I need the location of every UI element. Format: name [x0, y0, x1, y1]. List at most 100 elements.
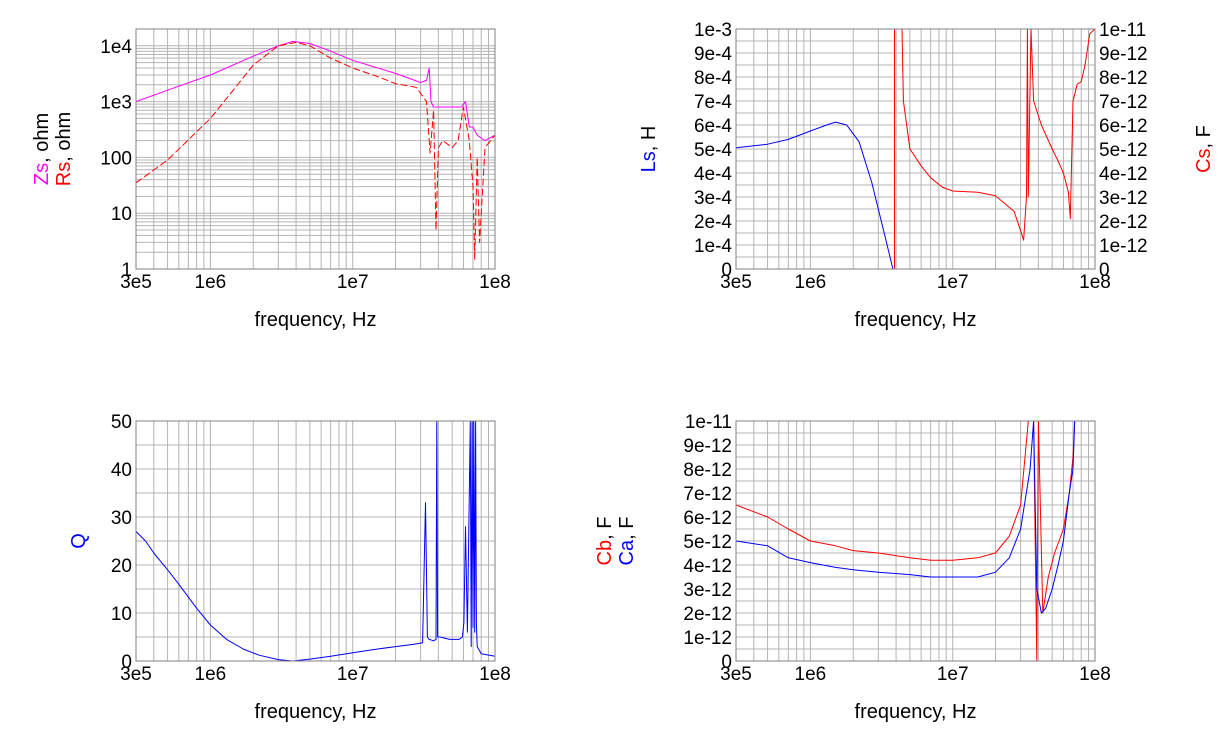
x-tick-label: 3e5 — [120, 272, 152, 293]
y-tick-label: 2e-12 — [683, 604, 732, 625]
impedance-chart: 3e5 1e6 1e7 1e8 frequency, Hz 1 10 100 1e3 1e4 Zs,… — [31, 28, 511, 331]
y2-tick-label: 5e-12 — [1099, 140, 1148, 161]
x-tick-label: 1e7 — [337, 664, 369, 685]
y-tick-label: 1 — [121, 260, 132, 281]
quality-factor-chart: 3e5 1e6 1e7 1e8 frequency, Hz 0 10 20 30 40 50 Q — [68, 412, 511, 723]
x-tick-label: 1e8 — [479, 664, 511, 685]
y-tick-label: 9e-4 — [694, 44, 732, 65]
y-tick-label: 1e-3 — [694, 20, 732, 41]
y2-axis-title: Cs, F — [1193, 125, 1215, 173]
y-tick-label: 10 — [111, 204, 132, 225]
x-tick-label: 1e7 — [937, 664, 969, 685]
y-tick-label: 2e-4 — [694, 212, 732, 233]
y2-axis-title-name: Cs — [1193, 148, 1215, 172]
grid — [135, 420, 496, 662]
y-tick-label: 8e-4 — [694, 68, 732, 89]
plot-frame — [135, 28, 496, 270]
y-axis-title: Ls, H — [638, 126, 660, 173]
x-tick-label: 3e5 — [720, 272, 752, 293]
series-line-q — [136, 421, 495, 661]
y2-tick-label: 1e-12 — [1099, 236, 1148, 257]
x-tick-label: 1e6 — [795, 664, 827, 685]
y-tick-label: 20 — [111, 556, 132, 577]
y-axis-title-name: Cb — [594, 540, 616, 566]
y-axis-title-unit: , F — [594, 517, 616, 540]
series-line-ls — [736, 121, 894, 269]
y-axis-title-unit: , F — [616, 517, 638, 540]
y2-tick-label: 4e-12 — [1099, 164, 1148, 185]
series-group — [136, 421, 495, 661]
y-tick-label: 4e-12 — [683, 556, 732, 577]
series-line-cb — [736, 421, 1076, 661]
x-tick-label: 3e5 — [720, 664, 752, 685]
y-tick-label: 6e-12 — [683, 508, 732, 529]
y-tick-label: 8e-12 — [683, 460, 732, 481]
series-line-zs — [136, 40, 495, 142]
x-tick-label: 3e5 — [120, 664, 152, 685]
grid — [735, 28, 1096, 270]
y-tick-label: 1e3 — [100, 93, 132, 114]
plot-frame — [735, 420, 1096, 662]
plot-frame — [735, 28, 1096, 270]
y-tick-label: 0 — [721, 652, 732, 673]
x-axis-title: frequency, Hz — [255, 701, 377, 723]
y-axis-title-unit: , ohm — [53, 112, 75, 162]
y-axis-title-name: Zs — [31, 163, 53, 185]
y-tick-label: 7e-12 — [683, 484, 732, 505]
y-axis-title-unit: , H — [638, 126, 660, 152]
series-group — [736, 421, 1076, 661]
y-tick-label: 100 — [100, 148, 132, 169]
plot-area — [136, 29, 495, 269]
inductance-chart: 3e5 1e6 1e7 1e8 frequency, Hz 0 1e-4 2e-4 3e-4 4e… — [638, 20, 1215, 331]
y-axis-title: Q — [68, 533, 90, 549]
y-tick-label: 6e-4 — [694, 116, 732, 137]
x-tick-label: 1e6 — [195, 272, 227, 293]
y-axis-title-name: Rs — [53, 162, 75, 186]
x-tick-label: 1e8 — [479, 272, 511, 293]
y-tick-label: 50 — [111, 412, 132, 433]
y2-axis-title-unit: , F — [1193, 125, 1215, 148]
y2-tick-label: 2e-12 — [1099, 212, 1148, 233]
y-tick-label: 1e4 — [100, 37, 132, 58]
y-axis-title: Rs, ohm — [53, 112, 75, 186]
y-tick-label: 40 — [111, 460, 132, 481]
x-axis-title: frequency, Hz — [855, 309, 977, 331]
x-tick-label: 1e7 — [337, 272, 369, 293]
y-tick-label: 5e-4 — [694, 140, 732, 161]
plot-frame — [135, 420, 496, 662]
x-tick-label: 1e6 — [795, 272, 827, 293]
y-tick-label: 3e-4 — [694, 188, 732, 209]
series-line-ca — [736, 421, 1076, 614]
y2-tick-label: 8e-12 — [1099, 68, 1148, 89]
y2-tick-label: 0 — [1099, 260, 1110, 281]
x-axis-title: frequency, Hz — [855, 701, 977, 723]
y-tick-label: 0 — [121, 652, 132, 673]
y2-tick-label: 1e-11 — [1099, 20, 1146, 41]
y-tick-label: 1e-4 — [694, 236, 732, 257]
y-axis-title-name: Ls — [638, 151, 660, 172]
x-tick-label: 1e8 — [1079, 272, 1111, 293]
series-group — [736, 29, 1095, 269]
x-tick-label: 1e7 — [937, 272, 969, 293]
series-group — [136, 40, 495, 260]
y-tick-label: 1e-12 — [683, 628, 732, 649]
y-tick-label: 10 — [111, 604, 132, 625]
y-axis-title-name: Q — [68, 533, 90, 549]
y-tick-label: 30 — [111, 508, 132, 529]
x-tick-label: 1e8 — [1079, 664, 1111, 685]
y-axis-title-name: Ca — [616, 539, 638, 565]
series-line-cs — [894, 29, 1095, 269]
y-tick-label: 0 — [721, 260, 732, 281]
y-axis-title: Cb, F — [594, 517, 616, 566]
x-tick-label: 1e6 — [195, 664, 227, 685]
y2-tick-label: 7e-12 — [1099, 92, 1148, 113]
series-line-rs — [136, 41, 495, 260]
y-tick-label: 3e-12 — [683, 580, 732, 601]
y-tick-label: 1e-11 — [685, 412, 732, 433]
y2-tick-label: 3e-12 — [1099, 188, 1148, 209]
y-tick-label: 4e-4 — [694, 164, 732, 185]
y-tick-label: 9e-12 — [683, 436, 732, 457]
y-axis-title: Ca, F — [616, 517, 638, 566]
y-axis-title-unit: , ohm — [31, 113, 53, 163]
